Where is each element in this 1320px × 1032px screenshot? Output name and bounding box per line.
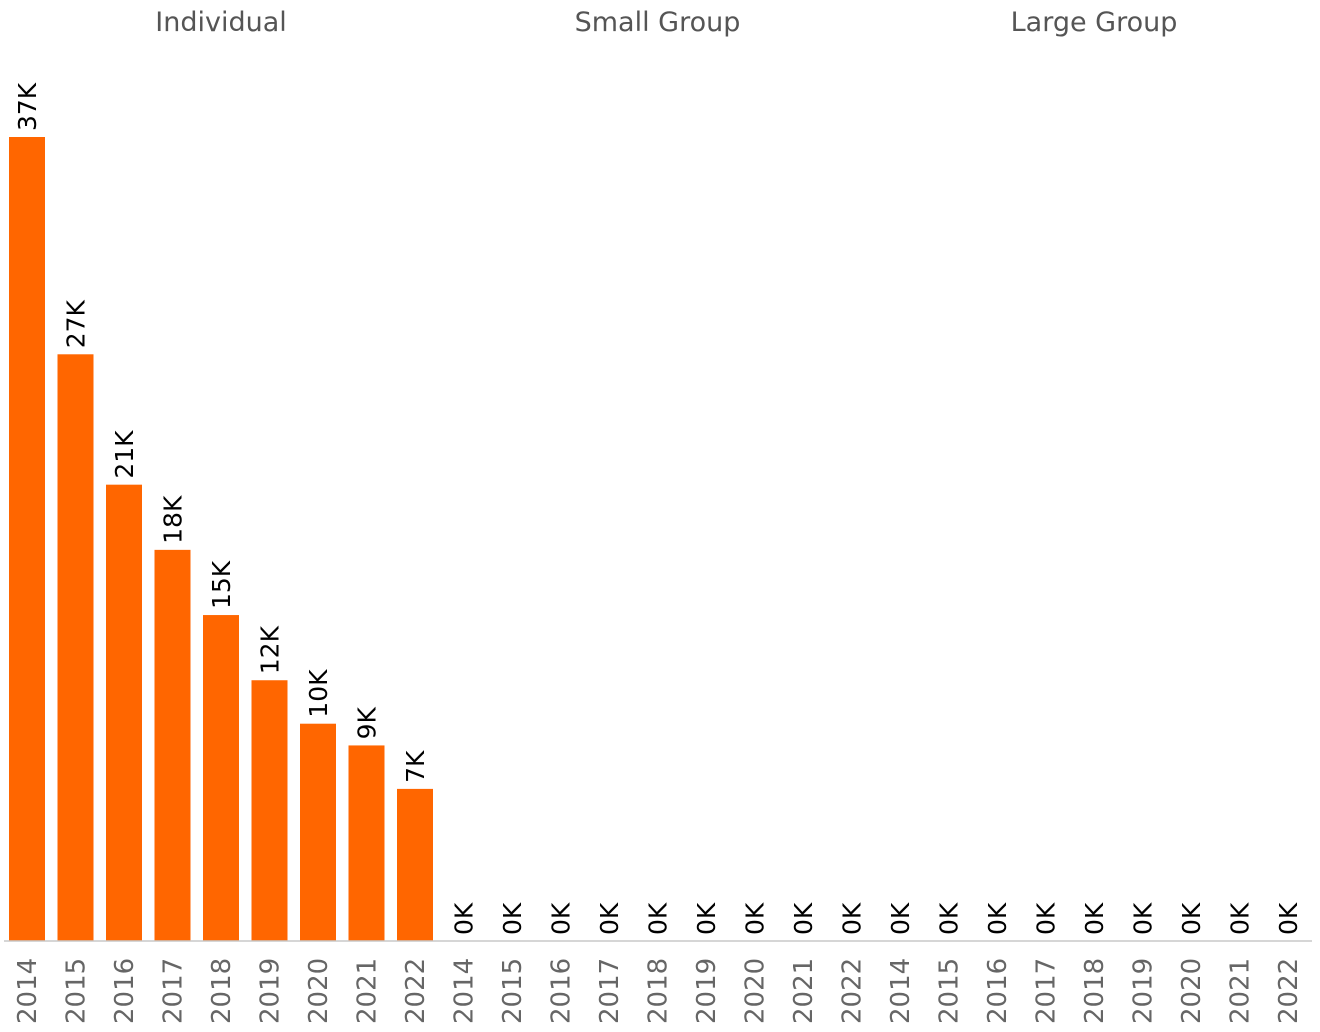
x-tick-label: 2021 (789, 958, 819, 1024)
x-tick-label: 2016 (547, 958, 577, 1024)
value-label: 0K (886, 902, 915, 935)
value-label: 15K (207, 560, 236, 609)
bar-individual-2022 (397, 788, 433, 941)
bar-individual-2014 (9, 137, 45, 941)
panel-title-individual: Individual (155, 7, 287, 38)
value-label: 0K (1129, 902, 1158, 935)
value-label: 0K (1226, 902, 1255, 935)
x-tick-label: 2018 (1080, 958, 1110, 1024)
x-tick-label: 2019 (256, 958, 286, 1024)
value-label: 0K (789, 902, 818, 935)
value-label: 0K (741, 902, 770, 935)
x-tick-label: 2021 (353, 958, 383, 1024)
x-tick-label: 2022 (838, 958, 868, 1024)
panel-title-large-group: Large Group (1011, 7, 1178, 38)
bars (9, 137, 433, 941)
value-label: 12K (256, 625, 285, 674)
x-tick-label: 2019 (1129, 958, 1159, 1024)
bar-individual-2017 (154, 549, 191, 941)
x-tick-label: 2019 (692, 958, 722, 1024)
value-label: 0K (547, 902, 576, 935)
x-tick-labels: 2014 2015 2016 2017 2018 2019 2020 2021 2022 2014… (13, 958, 1304, 1024)
value-label: 21K (110, 430, 139, 479)
x-tick-label: 2022 (401, 958, 431, 1024)
value-label: 37K (13, 82, 42, 131)
x-tick-label: 2016 (110, 958, 140, 1024)
x-tick-label: 2018 (207, 958, 237, 1024)
x-tick-label: 2015 (62, 958, 92, 1024)
x-tick-label: 2020 (1177, 958, 1207, 1024)
x-tick-label: 2022 (1274, 958, 1304, 1024)
x-tick-label: 2014 (886, 958, 916, 1024)
value-label: 0K (1177, 902, 1206, 935)
value-label: 0K (1080, 902, 1109, 935)
value-label: 0K (935, 902, 964, 935)
x-tick-label: 2020 (304, 958, 334, 1024)
x-tick-label: 2017 (159, 958, 189, 1024)
value-label: 10K (304, 669, 333, 718)
value-label: 0K (498, 902, 527, 935)
value-label: 0K (644, 902, 673, 935)
value-label: 9K (353, 707, 382, 740)
bar-individual-2019 (251, 680, 288, 941)
panel-titles: Individual Small Group Large Group (155, 7, 1177, 38)
x-tick-label: 2017 (1032, 958, 1062, 1024)
x-tick-label: 2016 (983, 958, 1013, 1024)
bar-individual-2020 (300, 723, 336, 941)
x-tick-label: 2020 (741, 958, 771, 1024)
x-tick-label: 2015 (498, 958, 528, 1024)
x-tick-label: 2017 (595, 958, 625, 1024)
value-label: 0K (692, 902, 721, 935)
panel-title-small-group: Small Group (575, 7, 741, 38)
value-label: 7K (401, 750, 430, 783)
value-label: 0K (1274, 902, 1303, 935)
value-label: 0K (983, 902, 1012, 935)
bar-individual-2016 (106, 484, 142, 941)
x-tick-label: 2014 (13, 958, 43, 1024)
value-label: 0K (450, 902, 479, 935)
bar-individual-2018 (203, 615, 239, 941)
x-tick-label: 2014 (450, 958, 480, 1024)
x-tick-label: 2018 (644, 958, 674, 1024)
bar-individual-2021 (348, 745, 385, 941)
value-label: 0K (595, 902, 624, 935)
value-labels: 37K 27K 21K 18K 15K 12K 10K 9K 7K 0K 0K 0K 0K 0K 0K 0K 0… (13, 82, 1303, 935)
value-label: 27K (62, 299, 91, 348)
value-label: 0K (1032, 902, 1061, 935)
x-tick-label: 2021 (1226, 958, 1256, 1024)
value-label: 18K (159, 495, 188, 544)
x-tick-label: 2015 (935, 958, 965, 1024)
bar-individual-2015 (57, 354, 94, 941)
value-label: 0K (838, 902, 867, 935)
